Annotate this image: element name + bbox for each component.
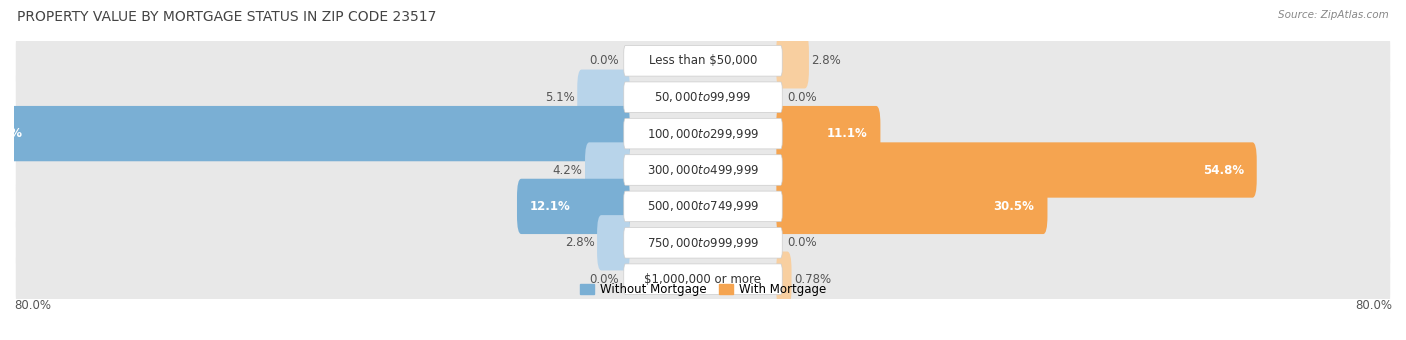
Text: 80.0%: 80.0% bbox=[14, 299, 51, 312]
Text: 5.1%: 5.1% bbox=[546, 91, 575, 104]
FancyBboxPatch shape bbox=[598, 215, 630, 270]
FancyBboxPatch shape bbox=[776, 252, 792, 307]
Text: 4.2%: 4.2% bbox=[553, 164, 582, 176]
FancyBboxPatch shape bbox=[578, 70, 630, 125]
Text: $1,000,000 or more: $1,000,000 or more bbox=[644, 273, 762, 286]
Text: 2.8%: 2.8% bbox=[811, 54, 841, 67]
Text: $750,000 to $999,999: $750,000 to $999,999 bbox=[647, 236, 759, 250]
Text: 30.5%: 30.5% bbox=[994, 200, 1035, 213]
Text: 12.1%: 12.1% bbox=[530, 200, 571, 213]
FancyBboxPatch shape bbox=[624, 191, 782, 222]
FancyBboxPatch shape bbox=[0, 106, 630, 161]
Text: 11.1%: 11.1% bbox=[827, 127, 868, 140]
FancyBboxPatch shape bbox=[585, 142, 630, 198]
FancyBboxPatch shape bbox=[15, 70, 1391, 125]
FancyBboxPatch shape bbox=[624, 82, 782, 113]
Text: 0.0%: 0.0% bbox=[787, 236, 817, 249]
Text: 0.0%: 0.0% bbox=[589, 273, 619, 286]
Text: 0.0%: 0.0% bbox=[589, 54, 619, 67]
Text: Less than $50,000: Less than $50,000 bbox=[648, 54, 758, 67]
Text: Source: ZipAtlas.com: Source: ZipAtlas.com bbox=[1278, 10, 1389, 20]
FancyBboxPatch shape bbox=[517, 179, 630, 234]
Text: 75.8%: 75.8% bbox=[0, 127, 22, 140]
FancyBboxPatch shape bbox=[15, 33, 1391, 88]
Text: $50,000 to $99,999: $50,000 to $99,999 bbox=[654, 90, 752, 104]
FancyBboxPatch shape bbox=[15, 179, 1391, 234]
Text: $500,000 to $749,999: $500,000 to $749,999 bbox=[647, 199, 759, 214]
FancyBboxPatch shape bbox=[624, 227, 782, 258]
FancyBboxPatch shape bbox=[624, 155, 782, 185]
Text: 2.8%: 2.8% bbox=[565, 236, 595, 249]
Text: $300,000 to $499,999: $300,000 to $499,999 bbox=[647, 163, 759, 177]
Text: $100,000 to $299,999: $100,000 to $299,999 bbox=[647, 126, 759, 141]
Text: 0.0%: 0.0% bbox=[787, 91, 817, 104]
FancyBboxPatch shape bbox=[776, 33, 808, 88]
Text: 54.8%: 54.8% bbox=[1202, 164, 1244, 176]
Text: 80.0%: 80.0% bbox=[1355, 299, 1392, 312]
FancyBboxPatch shape bbox=[776, 142, 1257, 198]
FancyBboxPatch shape bbox=[624, 46, 782, 76]
FancyBboxPatch shape bbox=[15, 106, 1391, 161]
FancyBboxPatch shape bbox=[15, 215, 1391, 270]
FancyBboxPatch shape bbox=[15, 252, 1391, 307]
Legend: Without Mortgage, With Mortgage: Without Mortgage, With Mortgage bbox=[581, 283, 825, 296]
FancyBboxPatch shape bbox=[776, 179, 1047, 234]
FancyBboxPatch shape bbox=[15, 142, 1391, 198]
FancyBboxPatch shape bbox=[624, 264, 782, 294]
FancyBboxPatch shape bbox=[624, 118, 782, 149]
Text: PROPERTY VALUE BY MORTGAGE STATUS IN ZIP CODE 23517: PROPERTY VALUE BY MORTGAGE STATUS IN ZIP… bbox=[17, 10, 436, 24]
Text: 0.78%: 0.78% bbox=[794, 273, 831, 286]
FancyBboxPatch shape bbox=[776, 106, 880, 161]
